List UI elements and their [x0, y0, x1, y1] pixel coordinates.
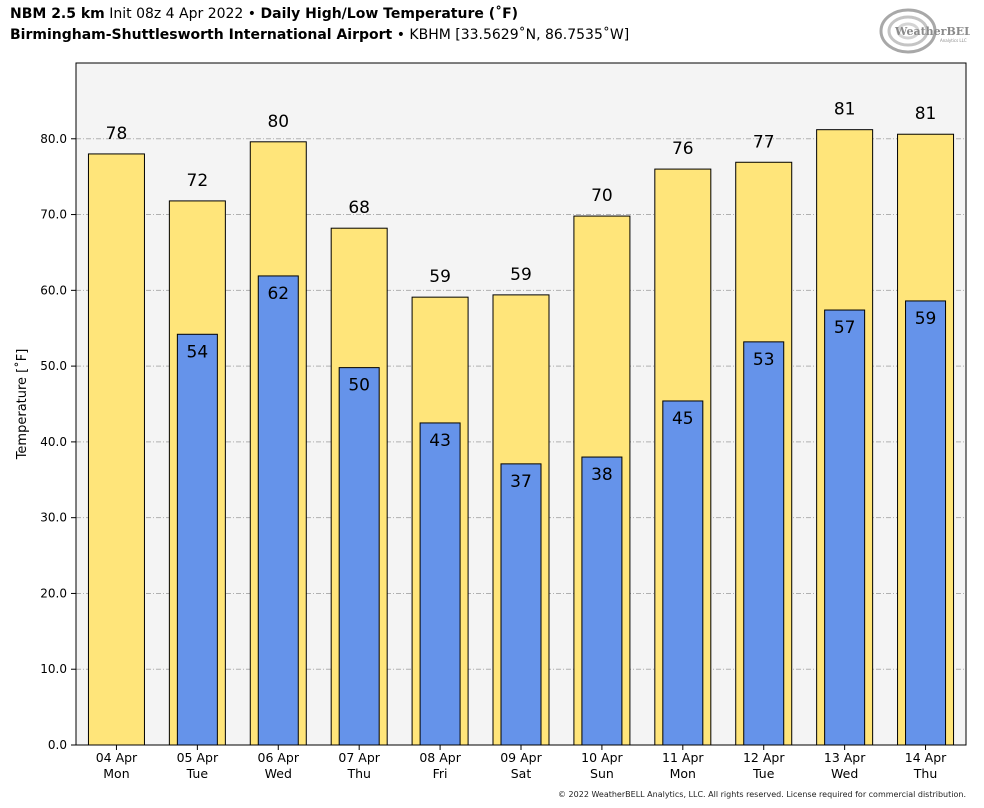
- chart-header: NBM 2.5 km Init 08z 4 Apr 2022 • Daily H…: [10, 4, 830, 46]
- y-tick-label: 20.0: [40, 586, 67, 600]
- y-tick-label: 70.0: [40, 208, 67, 222]
- product-title: Daily High/Low Temperature (˚F): [260, 6, 519, 22]
- low-label: 62: [267, 284, 289, 304]
- header-line-2: Birmingham-Shuttlesworth International A…: [10, 25, 830, 46]
- x-tick-date: 10 Apr: [581, 750, 623, 765]
- x-tick-day: Mon: [103, 766, 129, 781]
- high-label: 59: [429, 267, 451, 287]
- low-bar: [338, 367, 380, 746]
- x-tick-day: Tue: [752, 766, 775, 781]
- x-tick-date: 06 Apr: [258, 750, 300, 765]
- high-label: 81: [834, 100, 856, 120]
- logo-text: WeatherBELL: [894, 25, 970, 38]
- y-tick-label: 40.0: [40, 435, 67, 449]
- x-tick-date: 08 Apr: [419, 750, 461, 765]
- header-bullet: •: [247, 6, 257, 22]
- plot-frame: [75, 62, 967, 746]
- low-bar: [257, 275, 299, 746]
- low-bar: [905, 300, 947, 746]
- high-label: 68: [348, 198, 370, 218]
- low-bar: [824, 309, 866, 746]
- x-tick-date: 04 Apr: [96, 750, 138, 765]
- high-label: 59: [510, 265, 532, 285]
- low-label: 54: [187, 342, 209, 362]
- high-label: 70: [591, 186, 613, 206]
- high-label: 80: [267, 112, 289, 132]
- x-tick-date: 14 Apr: [905, 750, 947, 765]
- x-tick-day: Mon: [670, 766, 696, 781]
- copyright-notice: © 2022 WeatherBELL Analytics, LLC. All r…: [558, 790, 966, 799]
- header-line-1: NBM 2.5 km Init 08z 4 Apr 2022 • Daily H…: [10, 4, 830, 25]
- low-label: 59: [915, 309, 937, 329]
- station-info: KBHM [33.5629˚N, 86.7535˚W]: [409, 27, 630, 43]
- x-tick-day: Tue: [186, 766, 209, 781]
- logo-subtext: Analytics LLC: [940, 38, 967, 43]
- high-label: 81: [915, 104, 937, 124]
- low-bar: [743, 341, 785, 746]
- model-name: NBM 2.5 km: [10, 6, 105, 22]
- x-tick-date: 13 Apr: [824, 750, 866, 765]
- low-label: 38: [591, 465, 613, 485]
- low-label: 50: [348, 376, 370, 396]
- location-name: Birmingham-Shuttlesworth International A…: [10, 27, 393, 43]
- low-bar: [662, 400, 704, 746]
- low-bar: [176, 333, 218, 746]
- low-label: 57: [834, 318, 856, 338]
- low-label: 37: [510, 472, 532, 492]
- high-bar: [87, 153, 145, 746]
- x-tick-day: Thu: [346, 766, 370, 781]
- y-tick-label: 50.0: [40, 359, 67, 373]
- x-tick-date: 07 Apr: [338, 750, 380, 765]
- low-bar: [419, 422, 461, 746]
- low-label: 45: [672, 409, 694, 429]
- low-bar: [500, 463, 542, 746]
- high-label: 76: [672, 139, 694, 159]
- x-tick-date: 05 Apr: [177, 750, 219, 765]
- y-axis-label: Temperature [˚F]: [14, 349, 30, 461]
- x-tick-day: Sat: [511, 766, 532, 781]
- init-time: Init 08z 4 Apr 2022: [109, 6, 244, 22]
- y-tick-label: 30.0: [40, 511, 67, 525]
- low-label: 53: [753, 350, 775, 370]
- x-tick-day: Thu: [913, 766, 937, 781]
- x-tick-day: Sun: [590, 766, 614, 781]
- y-tick-label: 60.0: [40, 283, 67, 297]
- x-tick-date: 09 Apr: [500, 750, 542, 765]
- x-tick-day: Fri: [433, 766, 448, 781]
- high-label: 72: [187, 171, 209, 191]
- y-tick-label: 0.0: [48, 738, 67, 752]
- y-tick-label: 10.0: [40, 662, 67, 676]
- low-label: 43: [429, 431, 451, 451]
- y-tick-label: 80.0: [40, 132, 67, 146]
- x-tick-date: 12 Apr: [743, 750, 785, 765]
- high-label: 78: [106, 124, 128, 144]
- header-bullet: •: [396, 27, 405, 43]
- x-tick-day: Wed: [265, 766, 292, 781]
- x-tick-day: Wed: [831, 766, 858, 781]
- weatherbell-logo: WeatherBELL Analytics LLC: [879, 8, 970, 54]
- x-tick-date: 11 Apr: [662, 750, 704, 765]
- low-bar: [581, 456, 623, 746]
- high-label: 77: [753, 132, 775, 152]
